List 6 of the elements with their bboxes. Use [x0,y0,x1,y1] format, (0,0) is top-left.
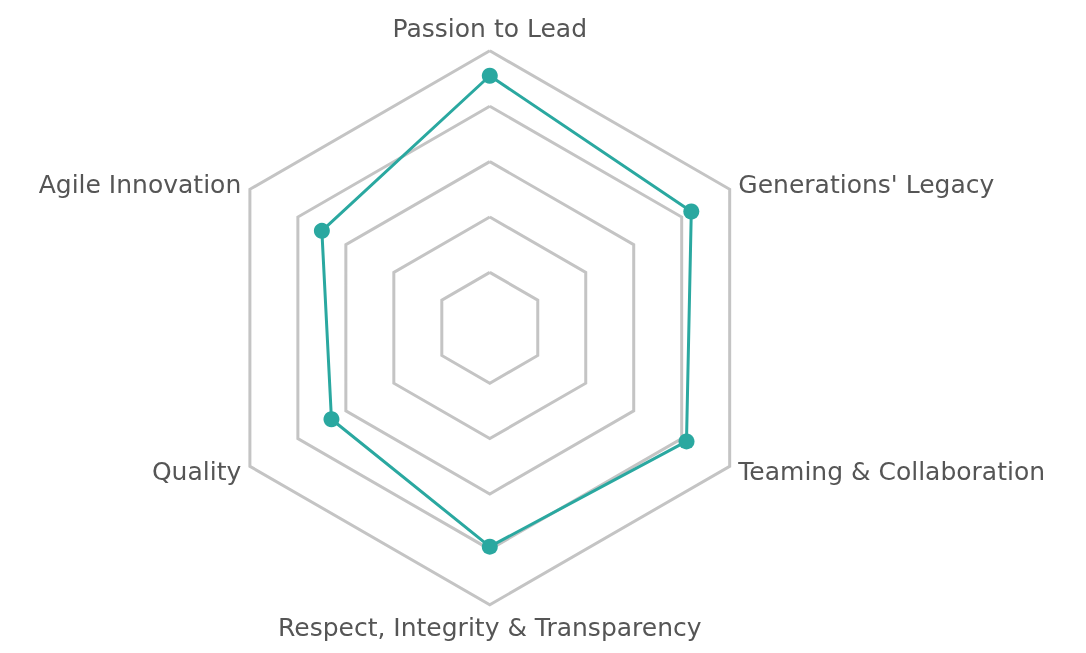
spoke-label: Respect, Integrity & Transparency [278,612,702,642]
spoke-label: Quality [151,456,242,486]
spoke-label: Agile Innovation [38,169,242,199]
spoke-label: Generations' Legacy [738,169,995,199]
spoke-label: Teaming & Collaboration [737,456,1046,486]
spoke-label: Passion to Lead [392,13,588,43]
